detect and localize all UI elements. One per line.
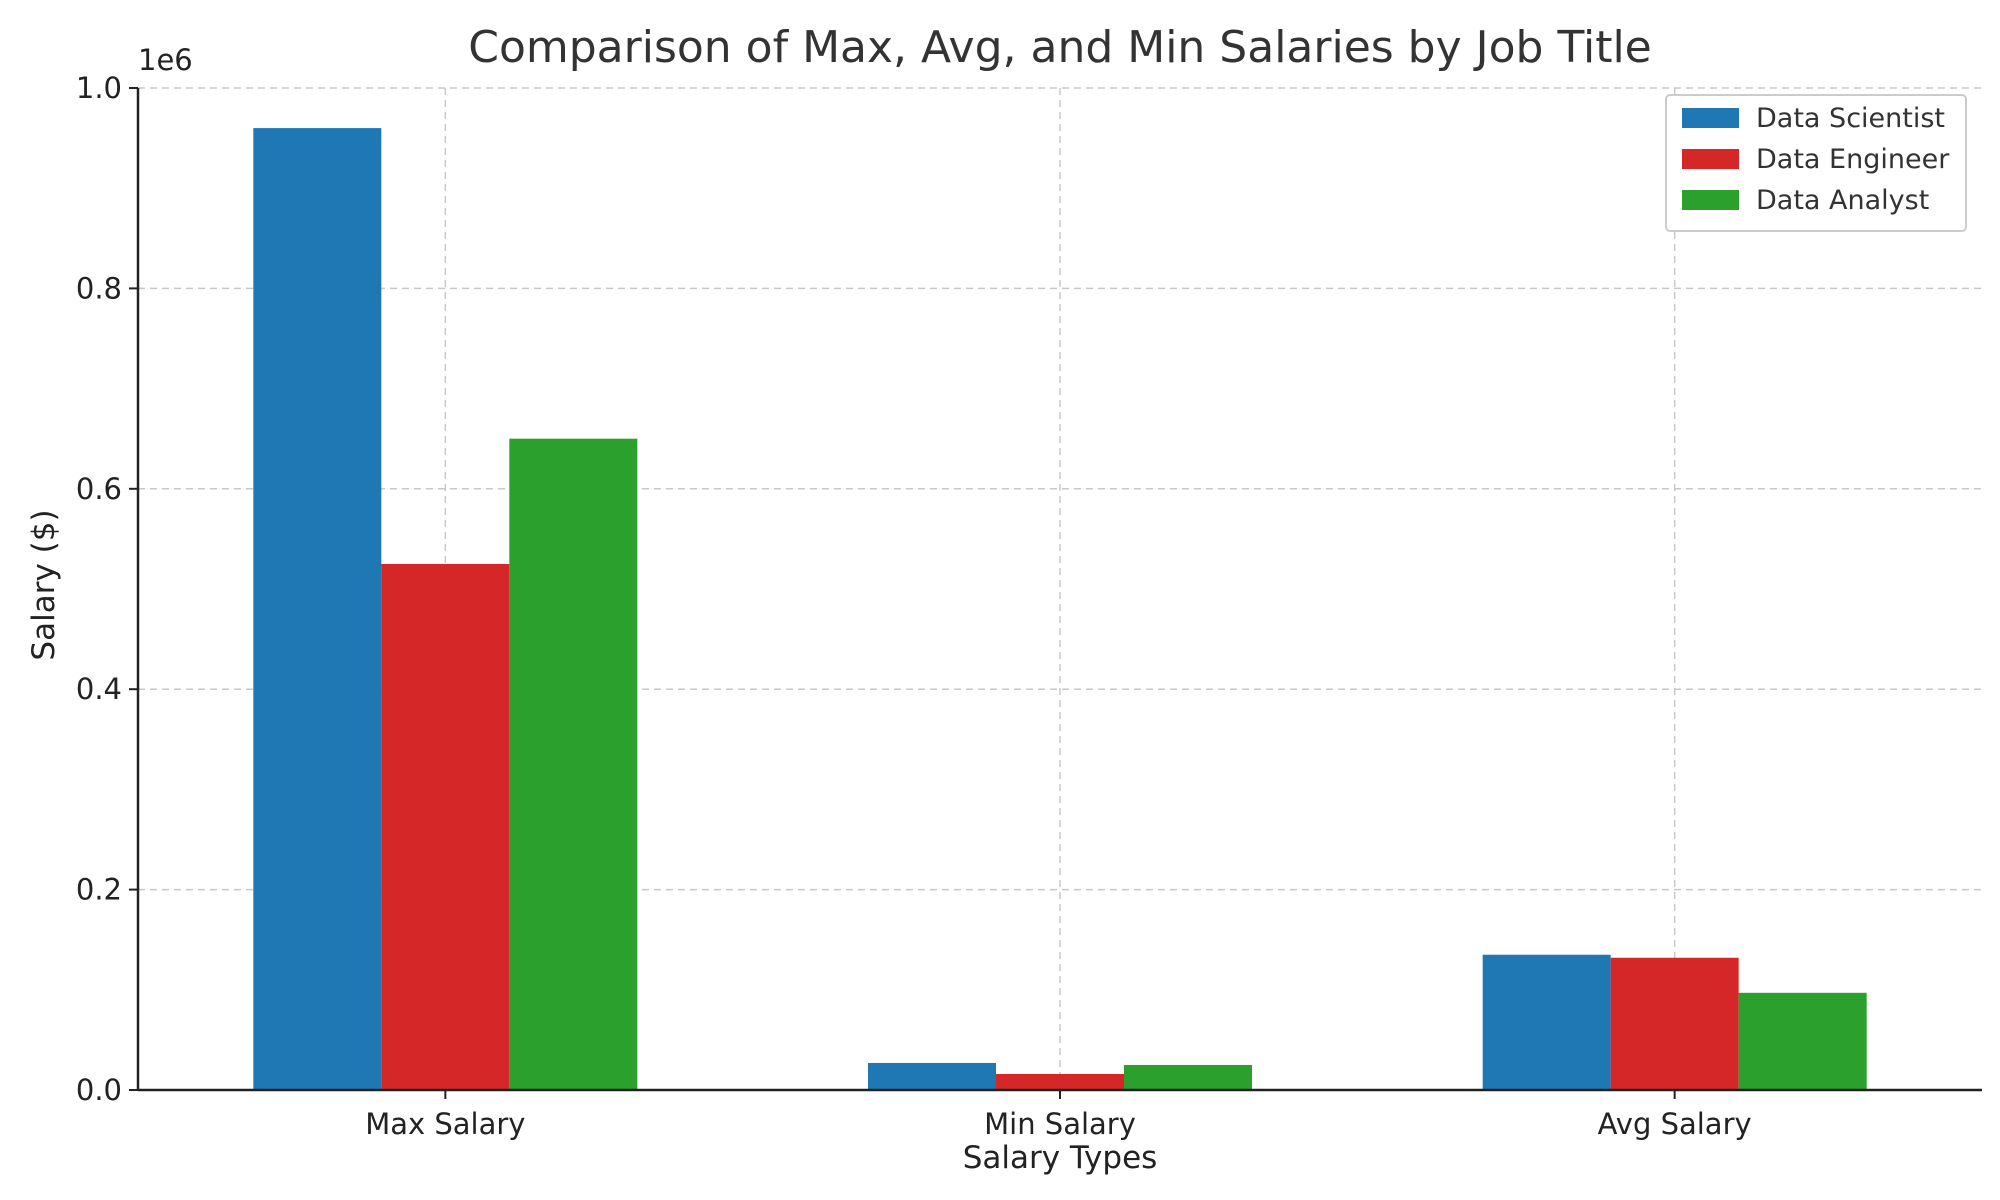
bar-data-analyst-min-salary <box>1124 1064 1252 1090</box>
legend-label: Data Scientist <box>1756 103 1945 134</box>
x-axis-title: Salary Types <box>963 1140 1158 1176</box>
y-tick-label: 0.2 <box>76 873 122 907</box>
y-tick-label: 0.4 <box>76 672 122 706</box>
bar-data-scientist-avg-salary <box>1482 954 1611 1090</box>
y-axis-title: Salary ($) <box>26 509 62 660</box>
bar-data-analyst-max-salary <box>509 438 638 1090</box>
y-tick-label: 0.6 <box>76 472 122 506</box>
x-tick-label: Min Salary <box>984 1107 1136 1141</box>
y-axis-offset-label: 1e6 <box>138 43 193 77</box>
x-tick-label: Avg Salary <box>1598 1107 1752 1141</box>
bar-data-scientist-min-salary <box>868 1062 996 1090</box>
legend-label: Data Analyst <box>1756 185 1929 216</box>
x-tick-label: Max Salary <box>365 1107 525 1141</box>
bar-data-engineer-avg-salary <box>1610 957 1739 1090</box>
bar-data-analyst-avg-salary <box>1738 992 1867 1090</box>
bar-data-scientist-max-salary <box>253 128 382 1090</box>
legend: Data Scientist Data Engineer Data Analyst <box>1665 94 1967 232</box>
bars <box>253 128 1867 1090</box>
y-tick-label: 1.0 <box>76 71 122 105</box>
tick-labels: 0.0 0.2 0.4 0.6 0.8 1.0 Max Salary Min Salary Av… <box>76 71 1752 1141</box>
legend-swatch <box>1682 149 1739 169</box>
legend-frame <box>1665 94 1967 232</box>
chart-title: Comparison of Max, Avg, and Min Salaries… <box>468 22 1652 73</box>
legend-swatch <box>1682 108 1739 128</box>
bar-data-engineer-min-salary <box>996 1073 1124 1090</box>
y-tick-label: 0.0 <box>76 1073 122 1107</box>
legend-label: Data Engineer <box>1756 144 1950 175</box>
y-tick-label: 0.8 <box>76 271 122 305</box>
legend-swatch <box>1682 190 1739 210</box>
bar-data-engineer-max-salary <box>381 563 510 1090</box>
